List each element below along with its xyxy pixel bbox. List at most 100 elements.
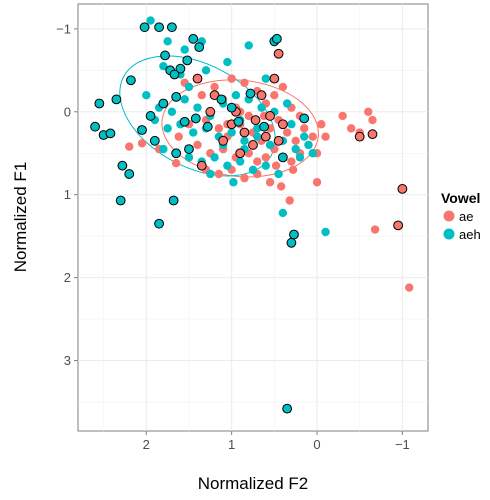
- major-gridlines: [78, 4, 428, 431]
- point-ae: [370, 225, 380, 234]
- point-ae: [210, 82, 219, 92]
- point-aeh: [240, 136, 249, 146]
- point-outlined-ae: [269, 73, 280, 84]
- point-outlined-ae: [393, 220, 404, 231]
- point-outlined-aeh: [282, 403, 293, 414]
- point-aeh: [184, 153, 194, 162]
- point-aeh: [248, 165, 258, 175]
- point-outlined-ae: [367, 129, 378, 140]
- point-ae: [214, 169, 224, 179]
- y-axis-ticks: −1 0 1 2 3: [56, 21, 78, 368]
- x-axis-title: Normalized F2: [198, 474, 309, 493]
- point-outlined-aeh: [233, 116, 244, 127]
- point-outlined-aeh: [117, 160, 128, 171]
- point-outlined-ae: [196, 160, 207, 171]
- x-tick-label: 1: [228, 437, 235, 452]
- point-ae: [276, 182, 286, 191]
- point-outlined-aeh: [111, 94, 122, 105]
- legend: Vowel ae aeh: [441, 190, 481, 242]
- y-tick-label: 3: [64, 353, 71, 368]
- point-ae: [368, 115, 377, 125]
- point-aeh: [231, 91, 241, 100]
- point-aeh: [261, 161, 271, 170]
- point-outlined-aeh: [190, 113, 201, 124]
- point-outlined-ae: [235, 148, 246, 159]
- point-outlined-aeh: [115, 195, 126, 206]
- point-aeh: [274, 169, 283, 179]
- point-outlined-aeh: [168, 195, 179, 206]
- point-ae: [193, 140, 202, 150]
- point-aeh: [300, 132, 309, 141]
- point-ae: [321, 132, 330, 141]
- point-ae: [285, 196, 294, 205]
- point-outlined-aeh: [154, 22, 164, 33]
- point-outlined-ae: [354, 131, 365, 142]
- point-ae: [240, 78, 249, 87]
- point-outlined-aeh: [286, 237, 297, 248]
- point-outlined-aeh: [160, 50, 170, 61]
- point-aeh: [159, 61, 168, 71]
- point-outlined-aeh: [182, 55, 193, 66]
- point-aeh: [167, 107, 177, 116]
- point-ae: [317, 120, 326, 129]
- point-outlined-aeh: [149, 135, 160, 146]
- point-outlined-aeh: [139, 22, 150, 33]
- point-aeh: [278, 208, 288, 218]
- point-aeh: [304, 140, 313, 150]
- point-ae: [338, 111, 347, 121]
- point-aeh: [193, 103, 202, 112]
- point-aeh: [265, 140, 275, 150]
- point-outlined-aeh: [137, 125, 147, 135]
- point-aeh: [146, 16, 155, 25]
- point-ae: [287, 157, 296, 166]
- point-aeh: [201, 66, 211, 75]
- point-ae: [125, 142, 134, 151]
- point-outlined-ae: [192, 73, 203, 84]
- point-ae: [253, 157, 262, 166]
- point-outlined-aeh: [171, 91, 182, 102]
- point-outlined-aeh: [184, 144, 194, 154]
- point-outlined-aeh: [90, 121, 100, 132]
- point-aeh: [142, 91, 151, 100]
- point-outlined-aeh: [154, 218, 164, 229]
- point-outlined-aeh: [124, 169, 135, 179]
- y-axis-title: Normalized F1: [11, 162, 30, 273]
- legend-label-aeh: aeh: [459, 227, 481, 242]
- point-outlined-ae: [273, 48, 284, 59]
- point-aeh: [229, 178, 238, 187]
- point-ae: [265, 178, 275, 187]
- point-ae: [278, 82, 288, 92]
- point-ae: [137, 139, 147, 148]
- point-ae: [312, 178, 322, 187]
- point-aeh: [210, 153, 219, 162]
- point-aeh: [308, 149, 317, 158]
- legend-title: Vowel: [441, 190, 480, 206]
- point-outlined-aeh: [145, 111, 156, 121]
- point-ae: [197, 91, 206, 100]
- point-aeh: [223, 57, 232, 67]
- point-outlined-aeh: [245, 88, 256, 99]
- point-outlined-aeh: [194, 42, 205, 53]
- x-axis-ticks: 2 1 0 −1: [143, 431, 410, 452]
- point-outlined-aeh: [277, 152, 288, 163]
- point-aeh: [295, 153, 305, 162]
- point-ae: [240, 173, 249, 183]
- point-outlined-aeh: [105, 128, 116, 139]
- point-outlined-aeh: [226, 102, 237, 113]
- point-outlined-ae: [218, 135, 229, 146]
- legend-item-aeh: aeh: [443, 227, 481, 242]
- point-outlined-ae: [260, 131, 271, 142]
- point-aeh: [253, 132, 262, 141]
- point-aeh: [287, 120, 296, 129]
- point-ae: [346, 124, 356, 133]
- legend-item-ae: ae: [443, 209, 473, 224]
- point-outlined-aeh: [167, 22, 177, 33]
- point-ae: [291, 136, 300, 146]
- plot-panel: [77, 3, 429, 432]
- legend-label-ae: ae: [459, 209, 473, 224]
- point-outlined-ae: [265, 111, 275, 121]
- point-outlined-ae: [397, 183, 408, 194]
- y-tick-label: 1: [64, 187, 71, 202]
- point-aeh: [235, 157, 245, 166]
